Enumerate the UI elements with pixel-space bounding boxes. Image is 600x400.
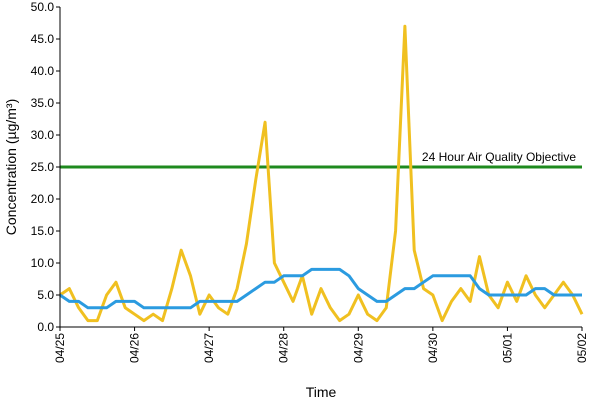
y-tick-label: 20.0 <box>31 192 55 206</box>
y-tick-label: 35.0 <box>31 96 55 110</box>
y-tick-label: 50.0 <box>31 0 55 14</box>
objective-label: 24 Hour Air Quality Objective <box>422 150 576 164</box>
y-tick-label: 45.0 <box>31 32 55 46</box>
y-tick-label: 10.0 <box>31 256 55 270</box>
x-tick-label: 05/01 <box>500 333 514 363</box>
y-tick-label: 15.0 <box>31 224 55 238</box>
data-line <box>59 24 584 323</box>
x-tick-label: 04/27 <box>202 333 216 363</box>
y-tick-label: 0.0 <box>37 320 54 334</box>
x-tick-label: 05/02 <box>575 333 589 363</box>
data-line <box>59 267 582 310</box>
y-tick-label: 30.0 <box>31 128 55 142</box>
x-tick-label: 04/25 <box>53 333 67 363</box>
y-axis-label: Concentration (µg/m³) <box>3 99 19 235</box>
x-tick-label: 04/30 <box>426 333 440 363</box>
x-tick-label: 04/29 <box>351 333 365 363</box>
y-tick-label: 40.0 <box>31 64 55 78</box>
y-tick-label: 25.0 <box>31 160 55 174</box>
x-tick-label: 04/28 <box>277 333 291 363</box>
y-tick-label: 5.0 <box>37 288 54 302</box>
x-tick-label: 04/26 <box>128 333 142 363</box>
x-axis-label: Time <box>306 384 337 400</box>
